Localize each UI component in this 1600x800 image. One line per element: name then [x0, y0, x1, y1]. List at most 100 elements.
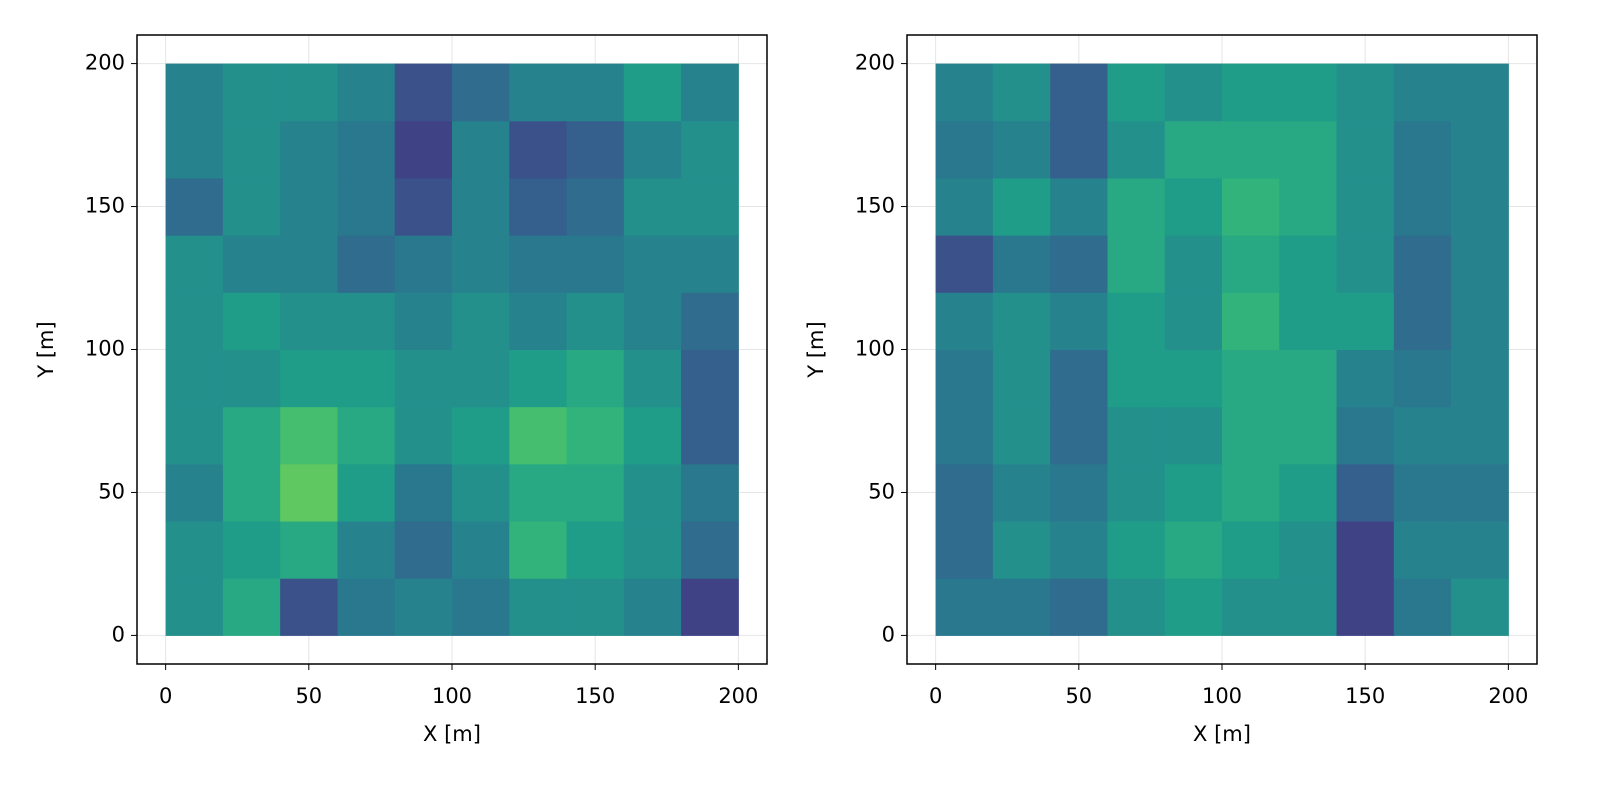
heatmap-cell [1336, 120, 1395, 179]
heatmap-cell [566, 406, 625, 465]
heatmap-cell [165, 521, 224, 579]
heatmap-cell [935, 463, 994, 522]
heatmap-cell [394, 406, 453, 465]
heatmap-cell [337, 120, 396, 179]
heatmap-cell [165, 120, 224, 179]
heatmap-cell [452, 578, 510, 636]
heatmap-cell [623, 406, 682, 465]
heatmap-cell [337, 406, 396, 465]
heatmap-cell [681, 406, 739, 465]
heatmap-cell [1336, 463, 1395, 522]
heatmap-cell [452, 521, 510, 579]
heatmap-cell [452, 63, 510, 122]
heatmap-cell [1050, 578, 1108, 636]
heatmap-cell [222, 521, 281, 579]
heatmap-cell [222, 406, 281, 465]
heatmap-cell [452, 349, 510, 408]
heatmap-cell [394, 578, 453, 636]
heatmap-cell [509, 63, 568, 122]
heatmap-cell [165, 463, 224, 522]
y-tick-label: 50 [98, 479, 125, 503]
heatmap-cell [566, 292, 625, 350]
heatmap-cell [623, 578, 682, 636]
heatmap-cell [681, 63, 739, 122]
heatmap-cell [1050, 63, 1108, 122]
heatmap-cell [1393, 63, 1452, 122]
heatmap-cell [509, 177, 568, 236]
heatmap-cell [1164, 235, 1223, 293]
heatmap-cell [222, 235, 281, 293]
heatmap-cell [1393, 120, 1452, 179]
heatmap-cell [1164, 177, 1223, 236]
heatmap-cell [681, 349, 739, 408]
heatmap-cell [452, 120, 510, 179]
heatmap-cell [1164, 120, 1223, 179]
heatmap-cell [1050, 521, 1108, 579]
heatmap-cell [935, 349, 994, 408]
heatmap-cell [1336, 235, 1395, 293]
heatmap-cell [280, 349, 338, 408]
heatmap-cell [681, 120, 739, 179]
x-tick-label: 150 [575, 684, 615, 708]
heatmap-cell [394, 177, 453, 236]
heatmap-cell [1279, 578, 1338, 636]
heatmap-cell [1451, 177, 1509, 236]
heatmap-cell [1393, 578, 1452, 636]
heatmap-cell [280, 63, 338, 122]
heatmap-cell [165, 406, 224, 465]
heatmap-cell [222, 463, 281, 522]
y-tick-label: 0 [112, 622, 125, 646]
heatmap-cell [1050, 120, 1108, 179]
heatmap-cell [1107, 63, 1166, 122]
heatmap-cell [1222, 521, 1280, 579]
y-tick-label: 200 [855, 51, 895, 75]
heatmap-cell [935, 120, 994, 179]
y-tick-label: 150 [855, 194, 895, 218]
heatmap-cell [280, 292, 338, 350]
heatmap-cell [165, 177, 224, 236]
heatmap-cell [1107, 578, 1166, 636]
x-axis-label: X [m] [1193, 722, 1251, 746]
y-tick-label: 50 [868, 479, 895, 503]
heatmap-cell [1164, 463, 1223, 522]
heatmap-cell [452, 292, 510, 350]
heatmap-cell [566, 120, 625, 179]
heatmap-cell [992, 349, 1051, 408]
y-tick-label: 150 [85, 194, 125, 218]
heatmap-cell [452, 235, 510, 293]
heatmap-cell [681, 292, 739, 350]
heatmap-cell [623, 235, 682, 293]
heatmap-cell [1164, 521, 1223, 579]
heatmap-cell [1279, 235, 1338, 293]
heatmap-cell [566, 578, 625, 636]
heatmap-cell [280, 177, 338, 236]
heatmap-cell [280, 521, 338, 579]
heatmap-cell [1050, 292, 1108, 350]
heatmap-cell [165, 235, 224, 293]
heatmap-cell [1222, 349, 1280, 408]
heatmap-cell [1222, 292, 1280, 350]
y-axis-label: Y [m] [804, 321, 828, 378]
heatmap-cell [992, 292, 1051, 350]
heatmap-cell [165, 578, 224, 636]
heatmap-cell [935, 406, 994, 465]
heatmap-cell [1451, 120, 1509, 179]
heatmap-cell [1164, 406, 1223, 465]
heatmap-cell [935, 292, 994, 350]
heatmap-cell [623, 63, 682, 122]
heatmap-cell [1050, 177, 1108, 236]
x-tick-label: 0 [159, 684, 172, 708]
heatmap-cell [1336, 63, 1395, 122]
x-tick-label: 0 [929, 684, 942, 708]
heatmap-cell [1164, 578, 1223, 636]
heatmap-cell [452, 406, 510, 465]
heatmap-cell [280, 406, 338, 465]
heatmap-cell [623, 177, 682, 236]
heatmap-cell [935, 177, 994, 236]
heatmap-cell [623, 463, 682, 522]
heatmap-cell [1279, 120, 1338, 179]
y-tick-label: 200 [85, 51, 125, 75]
x-tick-label: 200 [1488, 684, 1528, 708]
heatmap-cell [1393, 406, 1452, 465]
heatmap-cell [1393, 521, 1452, 579]
